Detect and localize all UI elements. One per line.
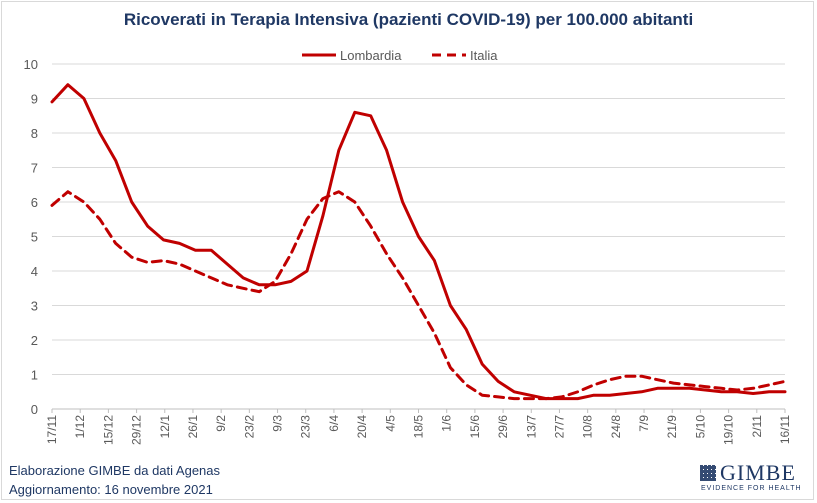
x-tick-label: 12/1 <box>158 415 172 439</box>
y-tick-label: 6 <box>31 195 38 210</box>
series-line-lombardia <box>50 83 787 401</box>
legend-label-lombardia: Lombardia <box>340 48 402 63</box>
x-tick-label: 16/11 <box>778 415 792 444</box>
x-tick-label: 6/4 <box>327 415 341 432</box>
x-tick-label: 9/2 <box>214 415 228 432</box>
logo-tagline: EVIDENCE FOR HEALTH <box>701 485 802 492</box>
series-line-italia <box>50 190 787 401</box>
x-tick-label: 20/4 <box>355 415 369 439</box>
x-tick-label: 15/12 <box>101 415 115 445</box>
y-tick-label: 9 <box>31 92 38 107</box>
x-tick-label: 13/7 <box>524 415 538 439</box>
x-tick-label: 24/8 <box>609 415 623 439</box>
y-tick-label: 8 <box>31 126 38 141</box>
x-tick-label: 1/6 <box>440 415 454 432</box>
gimbe-logo: GIMBE EVIDENCE FOR HEALTH <box>698 460 810 495</box>
x-tick-label: 21/9 <box>665 415 679 439</box>
logo-name: GIMBE <box>720 460 796 485</box>
y-tick-label: 10 <box>24 57 38 72</box>
x-tick-label: 2/11 <box>750 415 764 438</box>
x-tick-label: 7/9 <box>637 415 651 432</box>
gimbe-logo-icon <box>700 465 716 481</box>
x-tick-label: 5/10 <box>693 415 707 439</box>
y-tick-label: 7 <box>31 161 38 176</box>
x-tick-label: 1/12 <box>73 415 87 439</box>
x-tick-label: 19/10 <box>722 415 736 445</box>
x-tick-label: 23/3 <box>299 415 313 439</box>
x-tick-label: 29/12 <box>130 415 144 445</box>
x-tick-label: 26/1 <box>186 415 200 439</box>
x-tick-label: 9/3 <box>271 415 285 432</box>
y-tick-label: 3 <box>31 299 38 314</box>
x-tick-label: 10/8 <box>581 415 595 439</box>
chart-title: Ricoverati in Terapia Intensiva (pazient… <box>123 10 694 29</box>
y-tick-label: 5 <box>31 230 38 245</box>
x-tick-label: 29/6 <box>496 415 510 439</box>
footer-source: Elaborazione GIMBE da dati Agenas <box>9 463 221 478</box>
x-tick-label: 18/5 <box>412 415 426 439</box>
y-tick-label: 0 <box>31 402 38 417</box>
x-tick-label: 15/6 <box>468 415 482 439</box>
y-tick-label: 2 <box>31 333 38 348</box>
legend-label-italia: Italia <box>470 48 498 63</box>
y-tick-label: 4 <box>31 264 38 279</box>
y-tick-label: 1 <box>31 368 38 383</box>
x-tick-label: 27/7 <box>552 415 566 439</box>
x-tick-label: 4/5 <box>383 415 397 432</box>
footer-update: Aggiornamento: 16 novembre 2021 <box>9 482 213 497</box>
x-tick-label: 17/11 <box>45 415 59 444</box>
x-tick-label: 23/2 <box>242 415 256 439</box>
